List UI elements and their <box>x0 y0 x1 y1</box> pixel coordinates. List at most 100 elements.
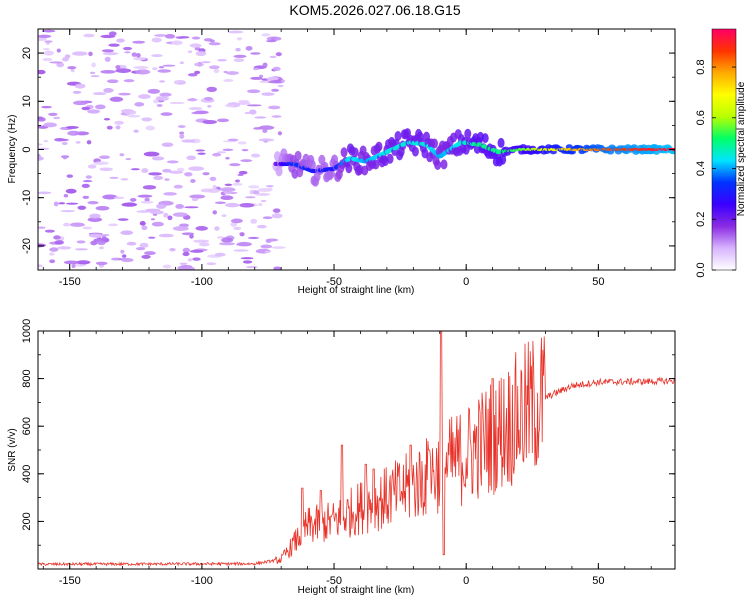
noise-speckle <box>86 140 92 145</box>
noise-speckle <box>53 201 59 207</box>
noise-speckle <box>209 176 217 181</box>
noise-speckle <box>154 34 168 37</box>
noise-speckle <box>175 204 184 209</box>
noise-speckle <box>194 70 201 75</box>
noise-speckle <box>148 236 156 239</box>
noise-speckle <box>192 257 201 261</box>
ridge-halo <box>294 150 302 161</box>
noise-speckle <box>42 48 50 51</box>
noise-speckle <box>66 174 74 178</box>
noise-speckle <box>179 36 190 39</box>
noise-speckle <box>71 51 88 56</box>
noise-speckle <box>61 57 69 62</box>
noise-speckle <box>151 37 162 43</box>
noise-speckle <box>245 196 256 199</box>
spectrogram-xtick-label: 0 <box>463 276 469 288</box>
noise-speckle <box>123 46 133 51</box>
noise-speckle <box>76 240 86 244</box>
noise-speckle <box>90 75 100 78</box>
spectrogram-xtick-label: -150 <box>59 276 81 288</box>
noise-speckle <box>237 173 244 177</box>
noise-speckle <box>251 153 261 158</box>
colorbar-tick-label: 0.6 <box>695 110 707 125</box>
noise-speckle <box>133 129 139 133</box>
noise-speckle <box>87 200 99 205</box>
noise-speckle <box>131 52 138 57</box>
noise-speckle <box>136 53 141 58</box>
noise-speckle <box>258 202 263 206</box>
noise-speckle <box>229 163 241 167</box>
noise-speckle <box>139 242 149 248</box>
colorbar-tick-label: 0.8 <box>695 59 707 74</box>
noise-speckle <box>271 246 286 249</box>
noise-speckle <box>206 86 218 92</box>
noise-speckle <box>100 69 116 74</box>
noise-speckle <box>44 40 53 43</box>
noise-speckle <box>99 167 114 172</box>
noise-speckle <box>137 194 153 198</box>
noise-speckle <box>91 62 96 68</box>
noise-speckle <box>164 34 176 39</box>
noise-speckle <box>81 183 90 188</box>
noise-speckle <box>72 90 82 94</box>
ridge-halo <box>394 131 402 142</box>
colorbar-tick-label: 0.4 <box>695 161 707 176</box>
spectrogram-xtick-label: -50 <box>326 276 342 288</box>
noise-speckle <box>262 62 268 68</box>
colorbar-tick-label: 0.0 <box>695 262 707 277</box>
spectrogram-xtick-label: 50 <box>592 276 604 288</box>
noise-speckle <box>120 258 134 263</box>
noise-speckle <box>261 33 271 37</box>
noise-speckle <box>43 139 48 143</box>
noise-speckle <box>209 39 215 43</box>
noise-speckle <box>147 88 160 94</box>
noise-speckle <box>193 239 210 243</box>
noise-speckle <box>179 131 185 135</box>
noise-speckle <box>247 236 260 239</box>
noise-speckle <box>230 221 238 227</box>
noise-speckle <box>69 222 85 227</box>
snr-panel: -150 -100 -50 0 50 200 400 600 800 1000 Height of… <box>7 319 676 596</box>
noise-speckle <box>176 167 185 172</box>
noise-speckle <box>108 31 117 36</box>
noise-speckle <box>250 218 258 224</box>
noise-speckle <box>206 262 217 266</box>
noise-speckle <box>115 68 132 73</box>
noise-speckle <box>166 160 179 164</box>
ridge-halo <box>434 159 442 170</box>
noise-speckle <box>117 218 129 221</box>
noise-speckle <box>61 141 68 146</box>
noise-speckle <box>222 237 227 242</box>
noise-speckle <box>65 202 79 205</box>
noise-speckle <box>238 100 250 103</box>
ridge-halo <box>440 159 448 170</box>
noise-speckle <box>184 206 199 209</box>
noise-speckle <box>142 185 157 190</box>
spectrogram-xlabel: Height of straight line (km) <box>298 285 415 296</box>
noise-speckle <box>238 170 248 175</box>
noise-speckle <box>109 176 119 179</box>
noise-speckle <box>186 98 198 102</box>
noise-speckle <box>90 240 98 246</box>
noise-speckle <box>95 261 108 266</box>
noise-speckle <box>252 67 260 71</box>
noise-speckle <box>127 114 141 118</box>
noise-speckle <box>87 164 97 169</box>
noise-speckle <box>254 116 267 119</box>
noise-speckle <box>41 29 56 33</box>
noise-speckle <box>115 125 121 130</box>
noise-speckle <box>262 216 273 220</box>
noise-speckle <box>158 66 165 69</box>
noise-speckle <box>77 205 87 210</box>
snr-ytick-label: 800 <box>21 369 33 387</box>
snr-ylabel: SNR (v/v) <box>7 428 18 471</box>
noise-speckle <box>240 159 253 162</box>
noise-speckle <box>258 138 275 142</box>
noise-speckle <box>240 257 254 260</box>
noise-speckle <box>54 240 64 245</box>
spectrogram-ytick-label: 10 <box>21 95 33 107</box>
noise-speckle <box>102 51 119 56</box>
noise-speckle <box>132 40 146 44</box>
noise-speckle <box>57 246 72 250</box>
noise-speckle <box>38 34 52 38</box>
